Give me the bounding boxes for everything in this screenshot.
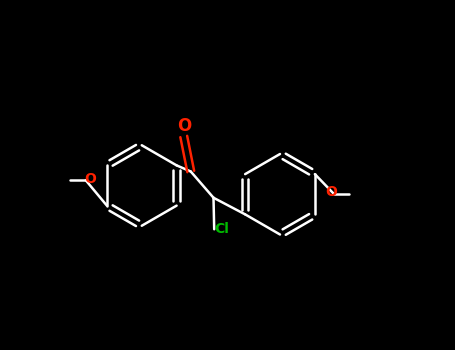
Text: Cl: Cl [214, 222, 229, 236]
Text: O: O [84, 172, 96, 186]
Text: O: O [325, 185, 337, 199]
Text: O: O [177, 117, 191, 135]
